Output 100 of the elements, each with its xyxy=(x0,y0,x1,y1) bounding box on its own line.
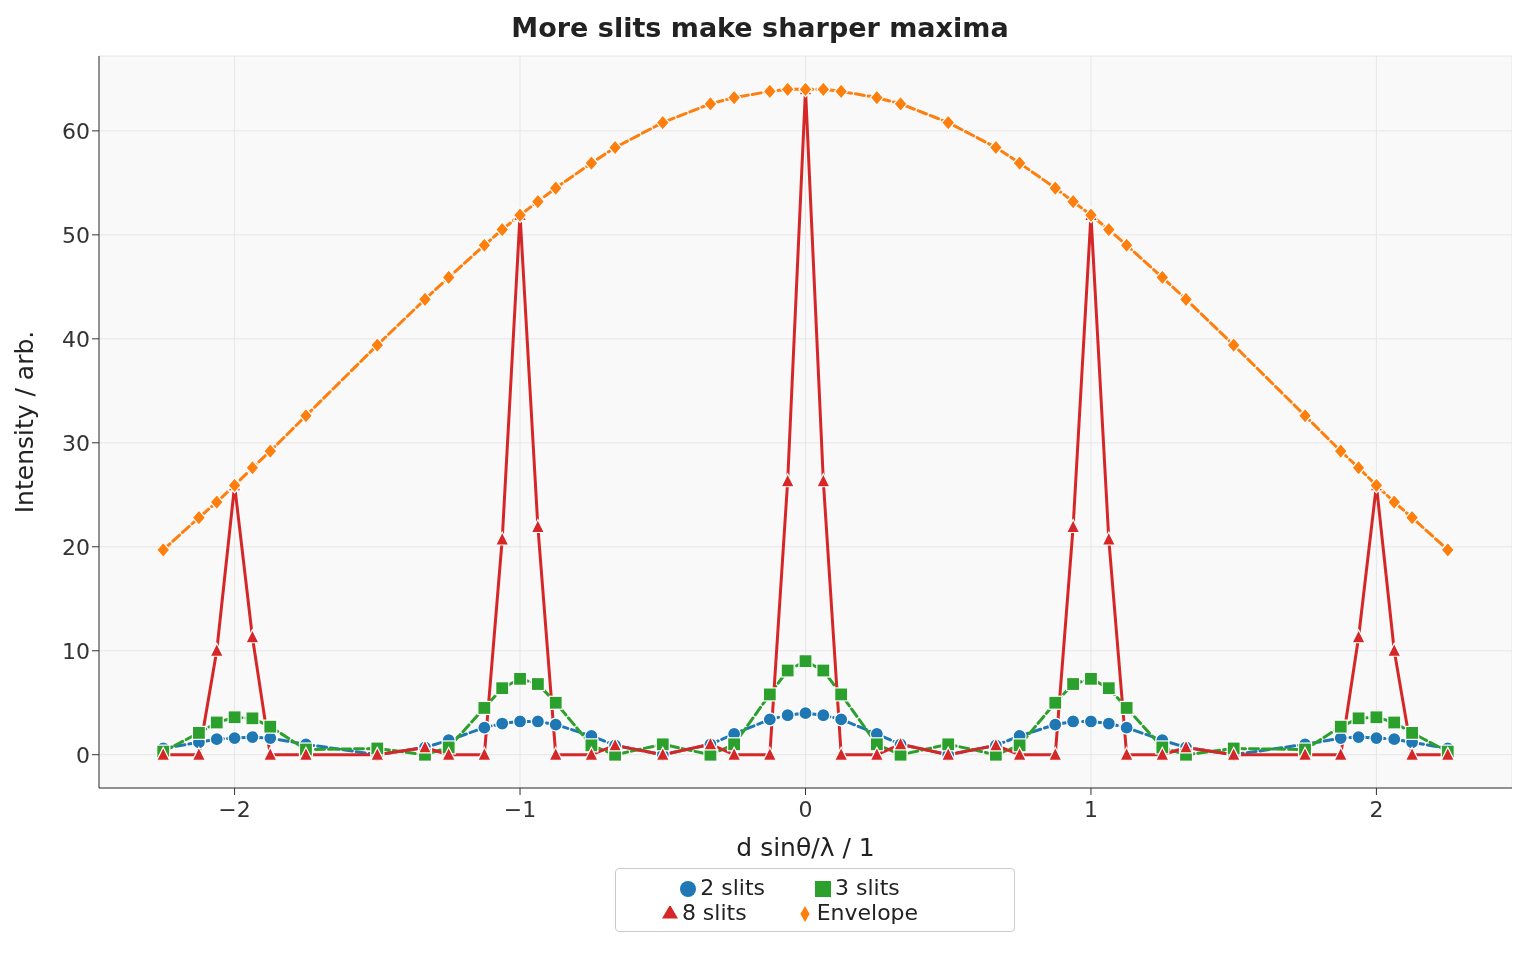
point xyxy=(780,473,795,488)
point xyxy=(1012,155,1027,172)
point xyxy=(512,671,528,686)
point xyxy=(1387,493,1402,511)
legend-label: 2 slits xyxy=(700,875,765,900)
point xyxy=(834,712,849,727)
point xyxy=(1351,711,1366,726)
point xyxy=(727,746,742,761)
point xyxy=(1333,719,1348,734)
point xyxy=(1012,746,1027,761)
point xyxy=(1066,676,1081,692)
point xyxy=(1101,531,1116,546)
point xyxy=(245,711,260,726)
point xyxy=(816,473,831,488)
point xyxy=(263,746,278,761)
point xyxy=(495,716,510,731)
point xyxy=(1404,509,1420,526)
point xyxy=(548,717,563,732)
point xyxy=(209,493,224,511)
point xyxy=(869,746,884,761)
y-tick-label: 60 xyxy=(62,118,90,144)
point xyxy=(893,95,908,112)
point xyxy=(548,746,563,761)
point xyxy=(798,706,813,721)
point xyxy=(584,746,599,761)
point xyxy=(1369,730,1384,746)
point xyxy=(1297,746,1313,761)
point xyxy=(1297,407,1313,424)
point xyxy=(816,708,831,723)
point xyxy=(1178,291,1194,308)
legend-label: 8 slits xyxy=(681,900,747,925)
x-tick-label: 1 xyxy=(1083,796,1098,822)
point xyxy=(495,531,510,546)
point xyxy=(1119,746,1134,761)
point xyxy=(655,114,670,131)
y-tick-label: 10 xyxy=(62,638,90,664)
point xyxy=(1404,725,1420,740)
point xyxy=(477,700,492,716)
point xyxy=(1369,710,1384,725)
point xyxy=(156,541,171,558)
point xyxy=(1101,681,1116,696)
chart-title: More slits make sharper maxima xyxy=(510,11,1010,45)
point xyxy=(191,725,207,740)
point xyxy=(1387,715,1402,730)
point xyxy=(780,663,795,678)
point xyxy=(298,746,314,761)
point xyxy=(530,714,545,729)
point xyxy=(941,737,956,752)
point xyxy=(780,81,795,98)
point xyxy=(1351,459,1366,476)
point xyxy=(1048,746,1063,761)
point xyxy=(834,746,849,761)
x-tick-label: −2 xyxy=(218,796,251,822)
point xyxy=(584,155,599,172)
point xyxy=(298,407,314,424)
point xyxy=(1155,269,1170,286)
point xyxy=(1333,746,1348,761)
point xyxy=(441,746,456,761)
point xyxy=(1387,732,1402,747)
point xyxy=(477,746,492,761)
point xyxy=(869,89,884,106)
point xyxy=(988,139,1003,156)
point xyxy=(191,746,207,761)
point xyxy=(530,193,545,210)
point xyxy=(762,83,777,100)
point xyxy=(1119,720,1134,735)
point xyxy=(1404,746,1420,761)
point xyxy=(227,710,242,725)
point xyxy=(816,81,831,98)
point xyxy=(1226,336,1241,354)
point xyxy=(495,681,510,696)
point xyxy=(1083,671,1099,686)
point xyxy=(1066,518,1081,534)
point xyxy=(1440,541,1455,558)
point xyxy=(1351,729,1366,745)
point xyxy=(1083,714,1099,729)
legend-label: 3 slits xyxy=(835,875,900,900)
point xyxy=(1119,700,1134,716)
x-tick-label: −1 xyxy=(503,796,537,822)
point xyxy=(1048,179,1063,197)
point xyxy=(1155,746,1170,761)
point xyxy=(1066,714,1081,729)
point xyxy=(1101,716,1116,731)
point xyxy=(780,708,795,723)
legend-label: Envelope xyxy=(816,900,919,925)
point xyxy=(209,715,224,730)
point xyxy=(209,732,224,747)
point xyxy=(1101,221,1116,238)
point xyxy=(834,83,849,100)
point xyxy=(548,179,563,197)
point xyxy=(530,518,545,534)
point xyxy=(1048,695,1063,710)
y-axis-title: Intensity / arb. xyxy=(9,330,39,514)
point xyxy=(834,687,849,702)
point xyxy=(263,719,278,734)
point xyxy=(209,642,224,657)
point xyxy=(1066,193,1081,210)
x-tick-label: 2 xyxy=(1369,796,1384,822)
x-tick-label: 0 xyxy=(798,796,813,822)
point xyxy=(245,729,260,745)
